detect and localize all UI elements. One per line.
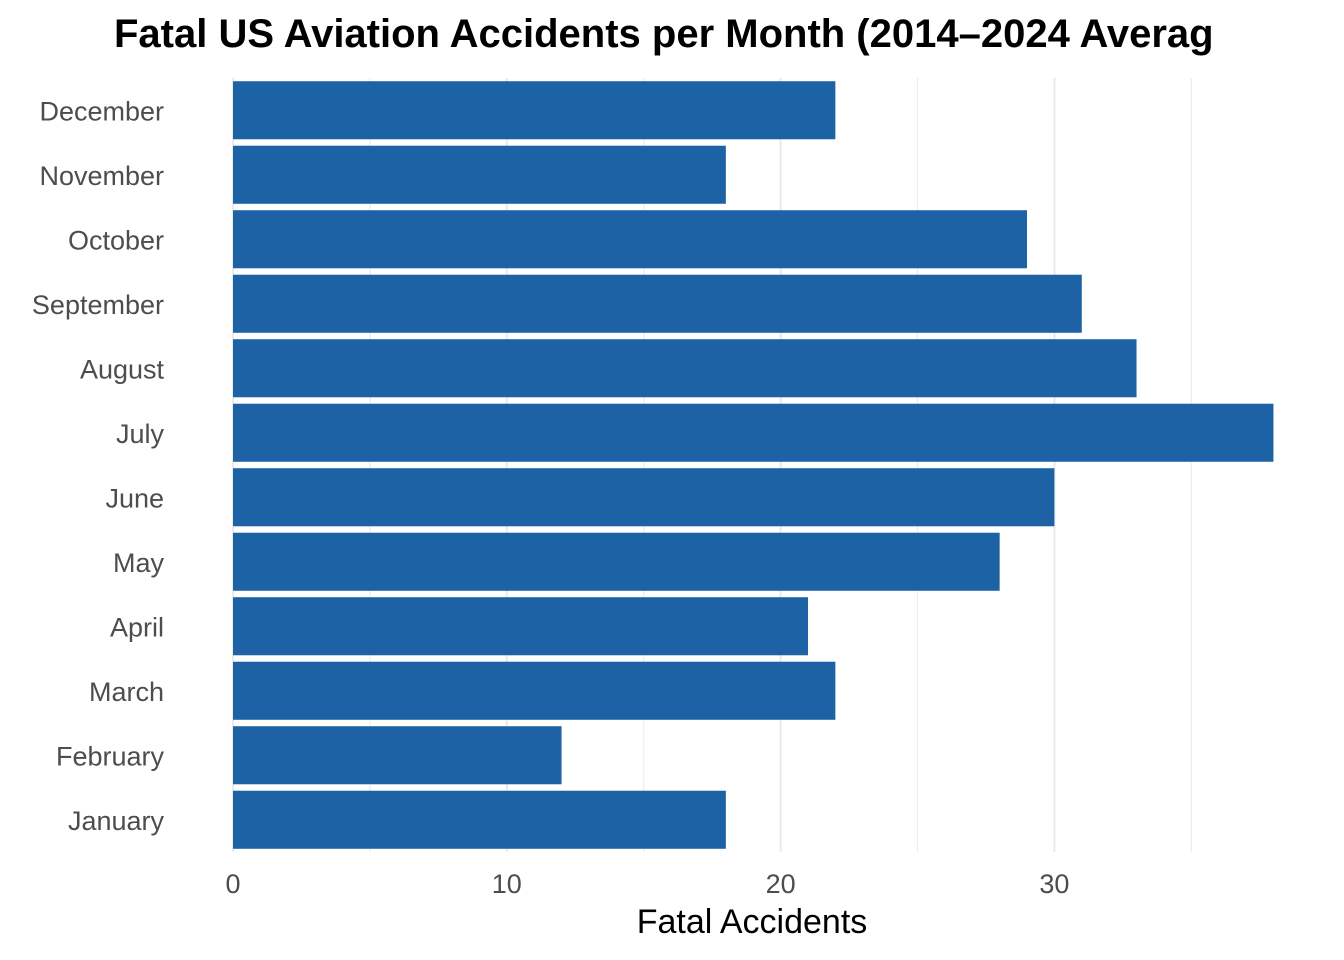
bar-april xyxy=(233,597,808,656)
y-tick-label-march: March xyxy=(89,677,164,707)
bar-june xyxy=(233,468,1055,527)
bar-september xyxy=(233,274,1082,333)
bar-january xyxy=(233,790,726,849)
bar-august xyxy=(233,339,1137,398)
y-axis-labels: January February March April May June July Augu… xyxy=(32,96,165,836)
y-tick-label-february: February xyxy=(56,741,165,771)
bar-october xyxy=(233,210,1028,269)
y-tick-label-may: May xyxy=(113,548,165,578)
bar-march xyxy=(233,661,836,720)
x-axis-labels: 0 10 20 30 xyxy=(225,869,1069,899)
bar-may xyxy=(233,532,1000,591)
x-tick-label: 0 xyxy=(225,869,240,899)
bar-december xyxy=(233,81,836,140)
y-tick-label-november: November xyxy=(39,161,164,191)
bar-february xyxy=(233,726,562,785)
bar-november xyxy=(233,145,726,204)
chart-title: Fatal US Aviation Accidents per Month (2… xyxy=(114,12,1214,56)
grid-lines xyxy=(231,78,1192,852)
x-axis-title: Fatal Accidents xyxy=(637,903,868,941)
bar-july xyxy=(233,403,1274,462)
y-tick-label-april: April xyxy=(110,612,164,642)
x-tick-label: 10 xyxy=(492,869,522,899)
y-tick-label-july: July xyxy=(116,419,165,449)
y-tick-label-august: August xyxy=(80,354,165,384)
y-tick-label-october: October xyxy=(68,225,164,255)
bars xyxy=(233,81,1274,849)
y-tick-label-january: January xyxy=(68,806,165,836)
x-tick-label: 20 xyxy=(766,869,796,899)
x-tick-label: 30 xyxy=(1039,869,1069,899)
y-tick-label-december: December xyxy=(39,96,164,126)
y-tick-label-september: September xyxy=(32,290,164,320)
y-tick-label-june: June xyxy=(105,483,164,513)
